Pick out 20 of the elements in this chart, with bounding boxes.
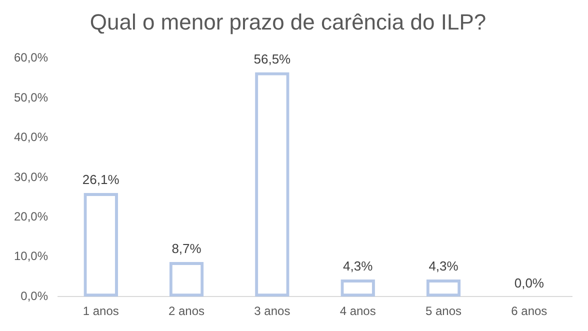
data-label: 4,3%	[343, 258, 374, 274]
data-label: 8,7%	[172, 241, 202, 256]
chart-title: Qual o menor prazo de carência do ILP?	[90, 9, 486, 34]
x-tick-label: 2 anos	[168, 304, 205, 318]
x-tick-label: 5 anos	[425, 304, 462, 318]
y-tick-label: 50,0%	[14, 90, 48, 104]
y-tick-label: 0,0%	[20, 288, 48, 303]
x-tick-label: 1 anos	[82, 304, 119, 318]
y-tick-label: 40,0%	[14, 130, 48, 144]
y-tick-label: 30,0%	[14, 170, 48, 184]
data-label: 0,0%	[514, 276, 544, 291]
x-tick-label: 3 anos	[254, 304, 290, 318]
data-label: 4,3%	[428, 258, 459, 274]
y-tick-label: 60,0%	[14, 50, 48, 65]
x-tick-label: 6 anos	[511, 304, 548, 318]
data-label: 26,1%	[82, 172, 120, 188]
data-label: 56,5%	[254, 51, 292, 66]
y-tick-label: 10,0%	[14, 249, 48, 264]
x-tick-label: 4 anos	[340, 304, 376, 318]
y-tick-label: 20,0%	[14, 210, 48, 224]
